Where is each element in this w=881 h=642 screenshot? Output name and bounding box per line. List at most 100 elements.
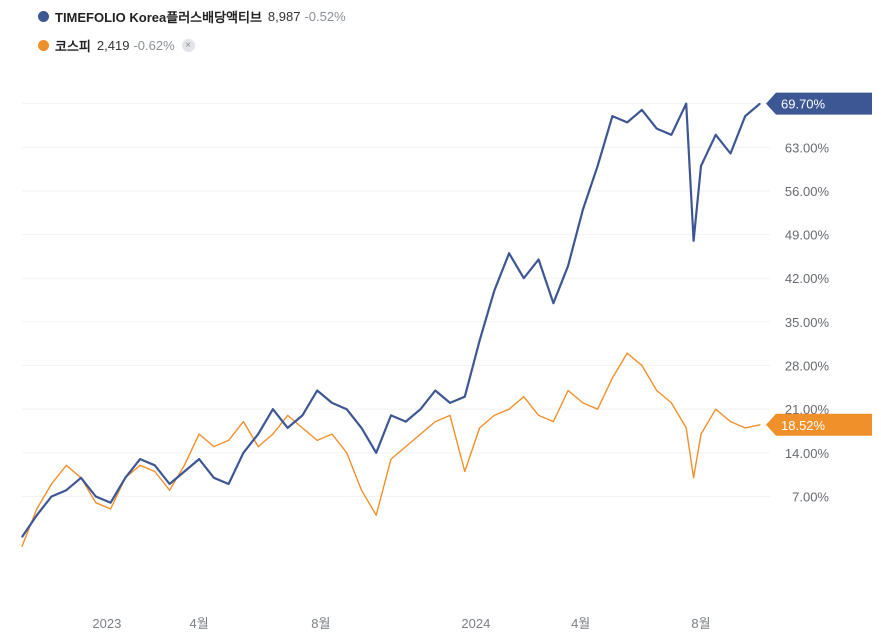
data-point bbox=[759, 424, 761, 426]
data-point bbox=[700, 433, 702, 435]
data-point bbox=[109, 508, 112, 510]
data-point bbox=[21, 545, 23, 547]
data-point bbox=[183, 470, 185, 473]
data-point bbox=[375, 514, 377, 516]
data-point bbox=[301, 414, 304, 417]
data-point bbox=[715, 134, 717, 136]
data-point bbox=[405, 445, 407, 448]
data-point bbox=[331, 433, 333, 435]
data-point bbox=[331, 402, 333, 404]
series-name: 코스피 bbox=[55, 38, 91, 54]
data-point bbox=[95, 502, 97, 504]
chart-legend: TIMEFOLIO Korea플러스배당액티브 8,987 -0.52% 코스피… bbox=[38, 6, 346, 64]
series-line-timefolio bbox=[21, 102, 761, 538]
data-point bbox=[449, 414, 451, 417]
data-point bbox=[597, 408, 599, 410]
data-point bbox=[213, 477, 215, 479]
data-point bbox=[419, 408, 422, 410]
data-point bbox=[759, 103, 761, 105]
data-point bbox=[65, 464, 67, 466]
data-point bbox=[493, 290, 495, 292]
data-point bbox=[656, 127, 658, 130]
last-value-label: 18.52% bbox=[781, 418, 826, 433]
series-name: TIMEFOLIO Korea플러스배당액티브 bbox=[55, 9, 262, 25]
data-point bbox=[360, 427, 363, 429]
data-point bbox=[508, 408, 510, 410]
data-point bbox=[228, 483, 230, 485]
data-point bbox=[538, 414, 540, 417]
legend-item-timefolio[interactable]: TIMEFOLIO Korea플러스배당액티브 8,987 -0.52% bbox=[38, 6, 346, 26]
data-point bbox=[109, 502, 112, 504]
data-point bbox=[316, 389, 318, 392]
data-point bbox=[346, 452, 348, 454]
x-tick-label: 2023 bbox=[92, 616, 121, 631]
x-tick-label: 2024 bbox=[461, 616, 490, 631]
data-point bbox=[582, 402, 584, 404]
data-point bbox=[50, 483, 53, 485]
data-point bbox=[316, 439, 318, 441]
data-point bbox=[419, 433, 422, 435]
series-price: 8,987 bbox=[267, 8, 301, 24]
series-color-dot bbox=[38, 39, 49, 51]
data-point bbox=[744, 115, 746, 117]
data-point bbox=[508, 252, 510, 254]
data-point bbox=[405, 421, 407, 423]
last-value-badge bbox=[766, 92, 872, 115]
y-tick-label: 63.00% bbox=[785, 140, 830, 155]
x-tick-label: 8월 bbox=[691, 616, 710, 631]
x-tick-label: 8월 bbox=[311, 616, 330, 631]
data-point bbox=[464, 396, 466, 398]
data-point bbox=[611, 377, 614, 379]
data-point bbox=[242, 452, 244, 454]
y-tick-label: 49.00% bbox=[785, 228, 830, 243]
data-point bbox=[65, 489, 67, 491]
data-point bbox=[729, 152, 732, 155]
data-point bbox=[198, 458, 200, 460]
data-point bbox=[257, 445, 259, 448]
y-tick-label: 14.00% bbox=[785, 446, 830, 461]
x-tick-label: 4월 bbox=[571, 616, 590, 631]
series-change: -0.52% bbox=[304, 8, 346, 24]
data-point bbox=[375, 452, 377, 454]
data-point bbox=[685, 427, 687, 429]
data-point bbox=[715, 408, 717, 410]
data-point bbox=[538, 258, 540, 261]
data-point bbox=[626, 352, 628, 354]
last-value-label: 69.70% bbox=[781, 97, 826, 112]
data-point bbox=[95, 495, 97, 498]
data-point bbox=[139, 458, 141, 460]
data-point bbox=[552, 302, 554, 304]
y-tick-label: 28.00% bbox=[785, 359, 830, 374]
data-point bbox=[670, 134, 673, 136]
data-point bbox=[626, 121, 628, 123]
data-point bbox=[478, 339, 481, 342]
data-point bbox=[685, 103, 687, 105]
remove-series-close-icon[interactable]: × bbox=[181, 38, 195, 52]
series-line-kospi bbox=[21, 352, 761, 547]
last-value-badge bbox=[766, 413, 872, 436]
data-point bbox=[287, 427, 289, 429]
data-point bbox=[582, 209, 584, 211]
data-point bbox=[50, 495, 53, 498]
series-change: -0.62% bbox=[133, 37, 175, 53]
data-point bbox=[478, 427, 481, 429]
series-color-dot bbox=[38, 10, 49, 22]
data-point bbox=[360, 489, 363, 491]
data-point bbox=[154, 470, 156, 473]
data-point bbox=[287, 414, 289, 417]
data-point bbox=[567, 265, 569, 267]
data-point bbox=[169, 489, 171, 491]
data-point bbox=[464, 470, 466, 473]
data-point bbox=[493, 414, 495, 417]
data-point bbox=[729, 421, 732, 423]
legend-item-kospi[interactable]: 코스피 2,419 -0.62% × bbox=[38, 35, 346, 55]
data-point bbox=[670, 402, 673, 404]
data-point bbox=[744, 427, 746, 429]
y-tick-label: 56.00% bbox=[785, 184, 830, 199]
data-point bbox=[390, 458, 392, 460]
data-point bbox=[242, 421, 244, 423]
data-point bbox=[346, 408, 348, 410]
data-point bbox=[656, 389, 658, 392]
data-point bbox=[692, 477, 695, 479]
